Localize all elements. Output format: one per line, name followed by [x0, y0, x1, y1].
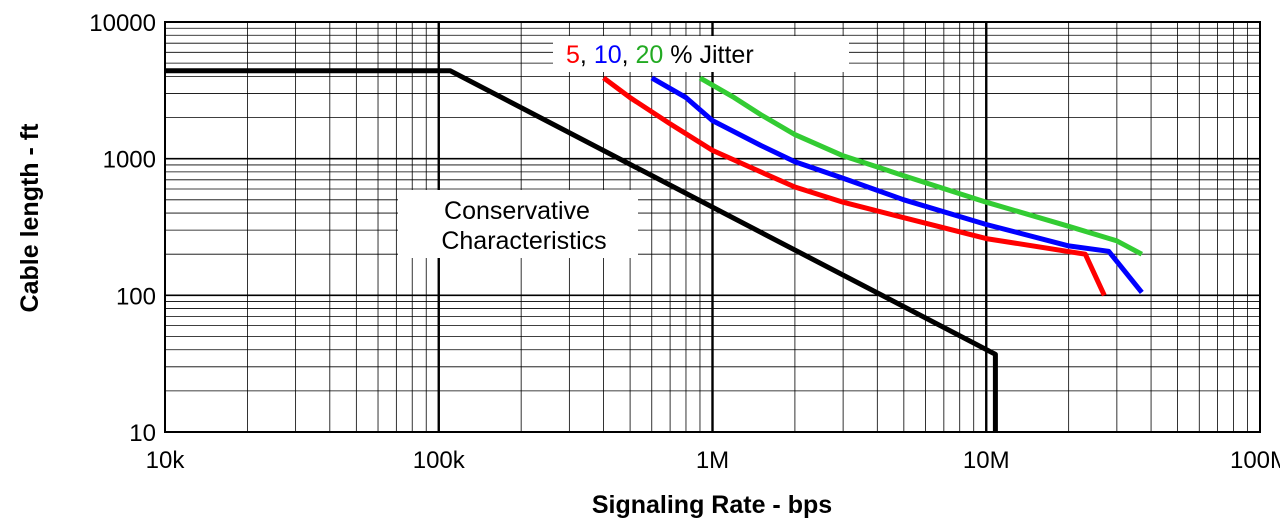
jitter-part-2: 10 [594, 41, 622, 69]
x-axis-title: Signaling Rate - bps [592, 491, 832, 519]
x-tick-label: 1M [696, 447, 729, 474]
jitter-annotation: 5, 10, 20 % Jitter [566, 41, 754, 69]
x-tick-label: 100k [413, 447, 466, 474]
series-line-0 [165, 68, 998, 432]
conservative-annotation-line2: Characteristics [441, 227, 606, 255]
y-tick-label: 1000 [103, 147, 156, 174]
x-tick-label: 10M [963, 447, 1010, 474]
y-tick-labels: 10 100 1000 10000 [89, 10, 156, 447]
plot-frame [164, 21, 1261, 433]
series-line-2 [650, 75, 1144, 294]
series-layer [165, 68, 1144, 432]
x-tick-label: 100M [1230, 447, 1280, 474]
y-axis-title: Cable length - ft [16, 123, 44, 313]
x-tick-labels: 10k 100k 1M 10M 100M [146, 447, 1280, 474]
series-line-1 [602, 75, 1107, 297]
jitter-part-3: , [622, 41, 636, 69]
y-tick-label: 10 [129, 420, 156, 447]
y-tick-label: 10000 [89, 10, 156, 37]
jitter-part-5: % Jitter [663, 41, 753, 69]
jitter-part-1: , [580, 41, 594, 69]
conservative-label-box [398, 190, 638, 258]
jitter-part-4: 20 [636, 41, 664, 69]
jitter-part-0: 5 [566, 41, 580, 69]
jitter-label-box [553, 36, 849, 72]
y-tick-label: 100 [116, 283, 156, 310]
x-tick-label: 10k [146, 447, 186, 474]
series-line-3 [698, 75, 1143, 257]
conservative-annotation-line1: Conservative [444, 197, 590, 225]
